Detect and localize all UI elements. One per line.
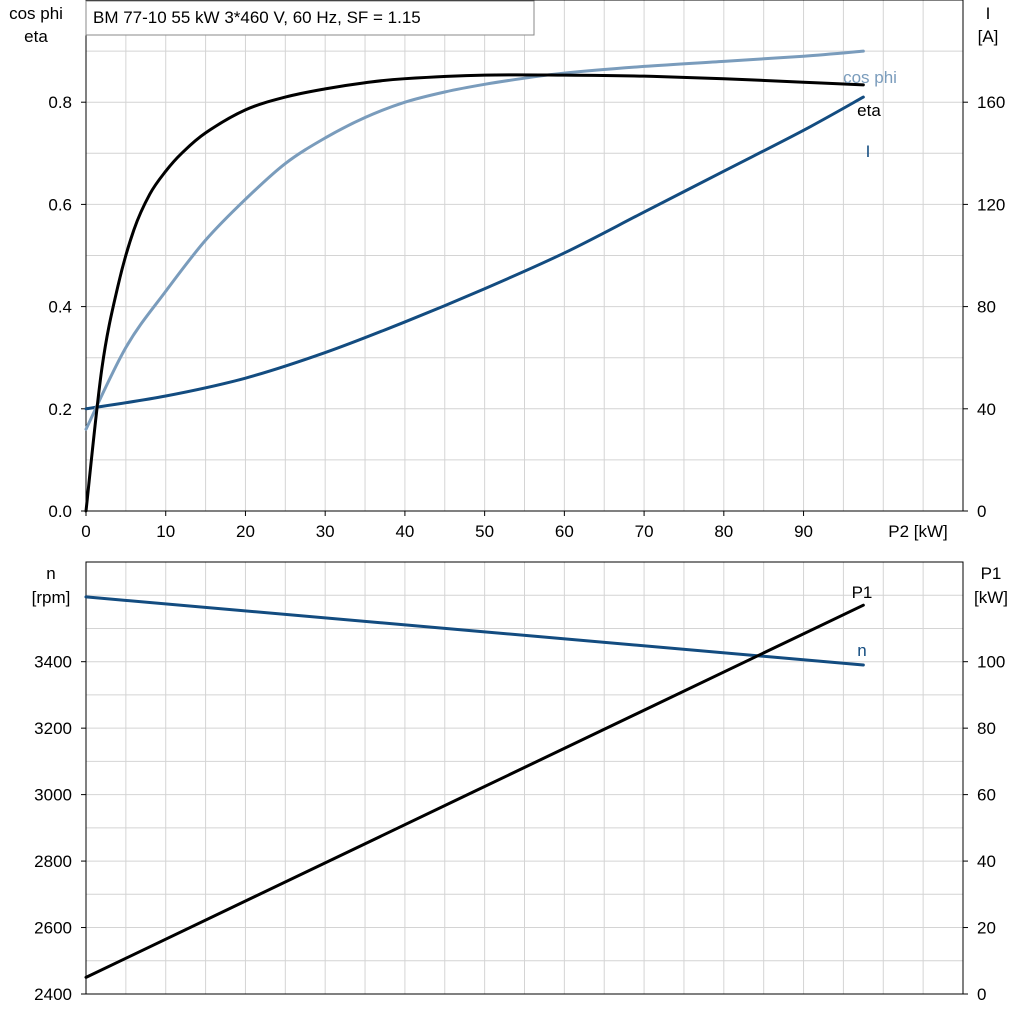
x-tick-label: 40 xyxy=(395,522,414,541)
upper-grid xyxy=(86,0,963,511)
lower-left-tick-labels: 2400 2600 2800 3000 3200 3400 xyxy=(34,653,86,1004)
x-tick-label: 60 xyxy=(555,522,574,541)
lower-right-axis-title-1: P1 xyxy=(981,564,1002,583)
title-box xyxy=(85,0,535,36)
left-tick-label: 0.2 xyxy=(48,400,72,419)
lower-left-axis-title-2: [rpm] xyxy=(32,588,71,607)
lower-left-tick-label: 3200 xyxy=(34,719,72,738)
lower-left-tick-label: 3000 xyxy=(34,786,72,805)
upper-right-tick-labels: 0 40 80 120 160 xyxy=(963,93,1005,521)
x-tick-label: 20 xyxy=(236,522,255,541)
lower-left-tick-label: 2800 xyxy=(34,852,72,871)
lower-left-tick-label: 2600 xyxy=(34,919,72,938)
upper-series-lines xyxy=(84,49,865,513)
x-tick-label: 90 xyxy=(794,522,813,541)
lower-series-lines xyxy=(84,595,865,979)
eta-series-line xyxy=(84,73,865,513)
lower-right-tick-label: 100 xyxy=(977,653,1005,672)
x-tick-label: 50 xyxy=(475,522,494,541)
lower-left-tick-label: 2400 xyxy=(34,985,72,1004)
lower-right-tick-label: 80 xyxy=(977,719,996,738)
lower-plot-frame xyxy=(85,561,964,995)
lower-right-tick-labels: 0 20 40 60 80 100 xyxy=(963,653,1005,1004)
lower-right-tick-label: 60 xyxy=(977,786,996,805)
x-tick-label: 70 xyxy=(635,522,654,541)
left-tick-label: 0.8 xyxy=(48,93,72,112)
p1-series-label: P1 xyxy=(852,583,873,602)
upper-left-axis-title-2: eta xyxy=(24,27,48,46)
upper-left-tick-labels: 0.0 0.2 0.4 0.6 0.8 xyxy=(48,93,86,521)
left-tick-label: 0.4 xyxy=(48,298,72,317)
right-tick-label: 120 xyxy=(977,195,1005,214)
lower-grid xyxy=(86,562,963,994)
cos-phi-series-line xyxy=(84,49,865,431)
left-tick-label: 0.0 xyxy=(48,502,72,521)
lower-right-tick-label: 20 xyxy=(977,919,996,938)
upper-x-tick-labels: 0 10 20 30 40 50 60 70 80 90 xyxy=(81,511,813,541)
lower-left-axis-title-1: n xyxy=(46,564,55,583)
x-tick-label: 30 xyxy=(316,522,335,541)
left-tick-label: 0.6 xyxy=(48,195,72,214)
lower-right-tick-label: 0 xyxy=(977,985,986,1004)
lower-right-tick-label: 40 xyxy=(977,852,996,871)
eta-series-label: eta xyxy=(857,101,881,120)
right-tick-label: 40 xyxy=(977,400,996,419)
right-tick-label: 80 xyxy=(977,298,996,317)
upper-panel: 0 10 20 30 40 50 60 70 80 90 0.0 0.2 0.4 0.6 0.8 0 40 8… xyxy=(9,0,1005,541)
i-series-line xyxy=(84,95,865,411)
upper-left-axis-title-1: cos phi xyxy=(9,4,63,23)
upper-right-axis-title-2: [A] xyxy=(978,27,999,46)
right-tick-label: 160 xyxy=(977,93,1005,112)
cos-phi-series-label: cos phi xyxy=(843,68,897,87)
upper-plot-frame xyxy=(85,0,964,512)
n-series-line xyxy=(84,595,865,667)
n-series-label: n xyxy=(857,641,866,660)
x-axis-title: P2 [kW] xyxy=(888,522,948,541)
x-tick-label: 10 xyxy=(156,522,175,541)
upper-right-axis-title-1: I xyxy=(986,4,991,23)
p1-series-line xyxy=(84,603,865,979)
right-tick-label: 0 xyxy=(977,502,986,521)
lower-left-tick-label: 3400 xyxy=(34,653,72,672)
x-tick-label: 80 xyxy=(714,522,733,541)
chart-title: BM 77-10 55 kW 3*460 V, 60 Hz, SF = 1.15 xyxy=(93,8,421,27)
lower-right-axis-title-2: [kW] xyxy=(974,588,1008,607)
x-tick-label: 0 xyxy=(81,522,90,541)
current-series-label: I xyxy=(866,142,871,161)
